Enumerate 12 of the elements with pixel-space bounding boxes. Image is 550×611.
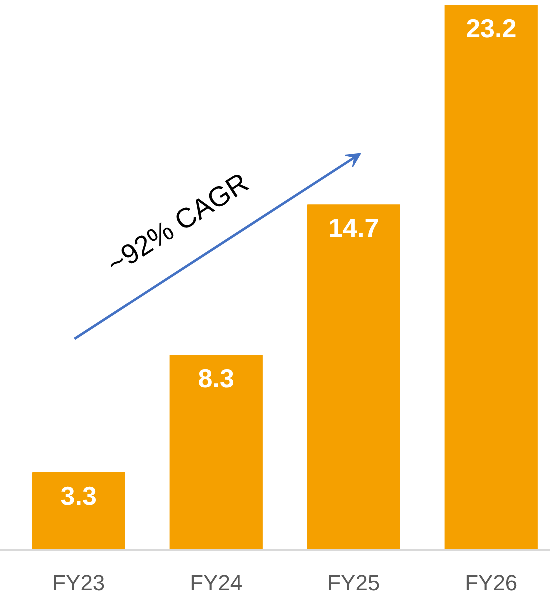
data-label: 23.2 xyxy=(466,14,517,44)
data-label: 8.3 xyxy=(198,364,234,394)
x-tick-label: FY25 xyxy=(328,570,380,596)
bar xyxy=(170,355,263,550)
x-tick-label: FY26 xyxy=(465,570,518,596)
x-tick-label: FY23 xyxy=(52,570,106,596)
x-tick-label: FY24 xyxy=(190,570,243,596)
bar xyxy=(307,204,400,550)
bar xyxy=(32,472,126,550)
data-label: 3.3 xyxy=(60,480,97,511)
data-label: 14.7 xyxy=(328,213,380,244)
bar xyxy=(444,6,538,550)
